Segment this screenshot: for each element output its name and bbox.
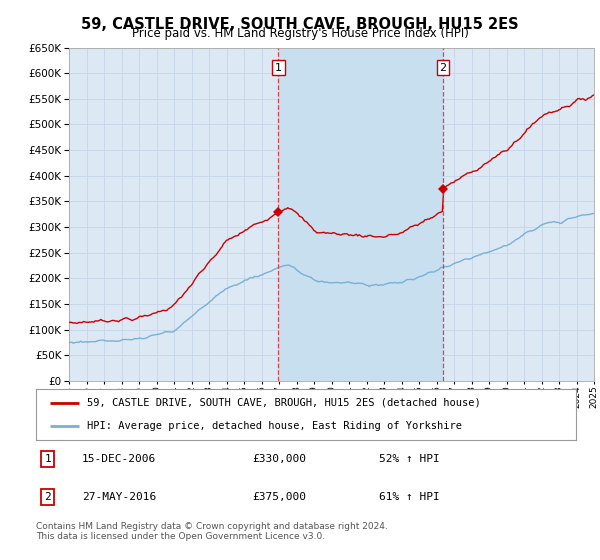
Bar: [278, 48, 443, 381]
Text: 15-DEC-2006: 15-DEC-2006: [82, 454, 156, 464]
Text: 59, CASTLE DRIVE, SOUTH CAVE, BROUGH, HU15 2ES (detached house): 59, CASTLE DRIVE, SOUTH CAVE, BROUGH, HU…: [88, 398, 481, 408]
Text: 1: 1: [275, 63, 282, 73]
Text: HPI: Average price, detached house, East Riding of Yorkshire: HPI: Average price, detached house, East…: [88, 421, 463, 431]
Text: Contains HM Land Registry data © Crown copyright and database right 2024.
This d: Contains HM Land Registry data © Crown c…: [36, 522, 388, 542]
Text: 61% ↑ HPI: 61% ↑ HPI: [379, 492, 440, 502]
Text: 2: 2: [440, 63, 447, 73]
Text: 52% ↑ HPI: 52% ↑ HPI: [379, 454, 440, 464]
Text: £330,000: £330,000: [252, 454, 306, 464]
Text: 2: 2: [44, 492, 51, 502]
Text: 1: 1: [44, 454, 51, 464]
Text: Price paid vs. HM Land Registry's House Price Index (HPI): Price paid vs. HM Land Registry's House …: [131, 27, 469, 40]
Text: 27-MAY-2016: 27-MAY-2016: [82, 492, 156, 502]
Text: £375,000: £375,000: [252, 492, 306, 502]
Text: 59, CASTLE DRIVE, SOUTH CAVE, BROUGH, HU15 2ES: 59, CASTLE DRIVE, SOUTH CAVE, BROUGH, HU…: [81, 17, 519, 32]
